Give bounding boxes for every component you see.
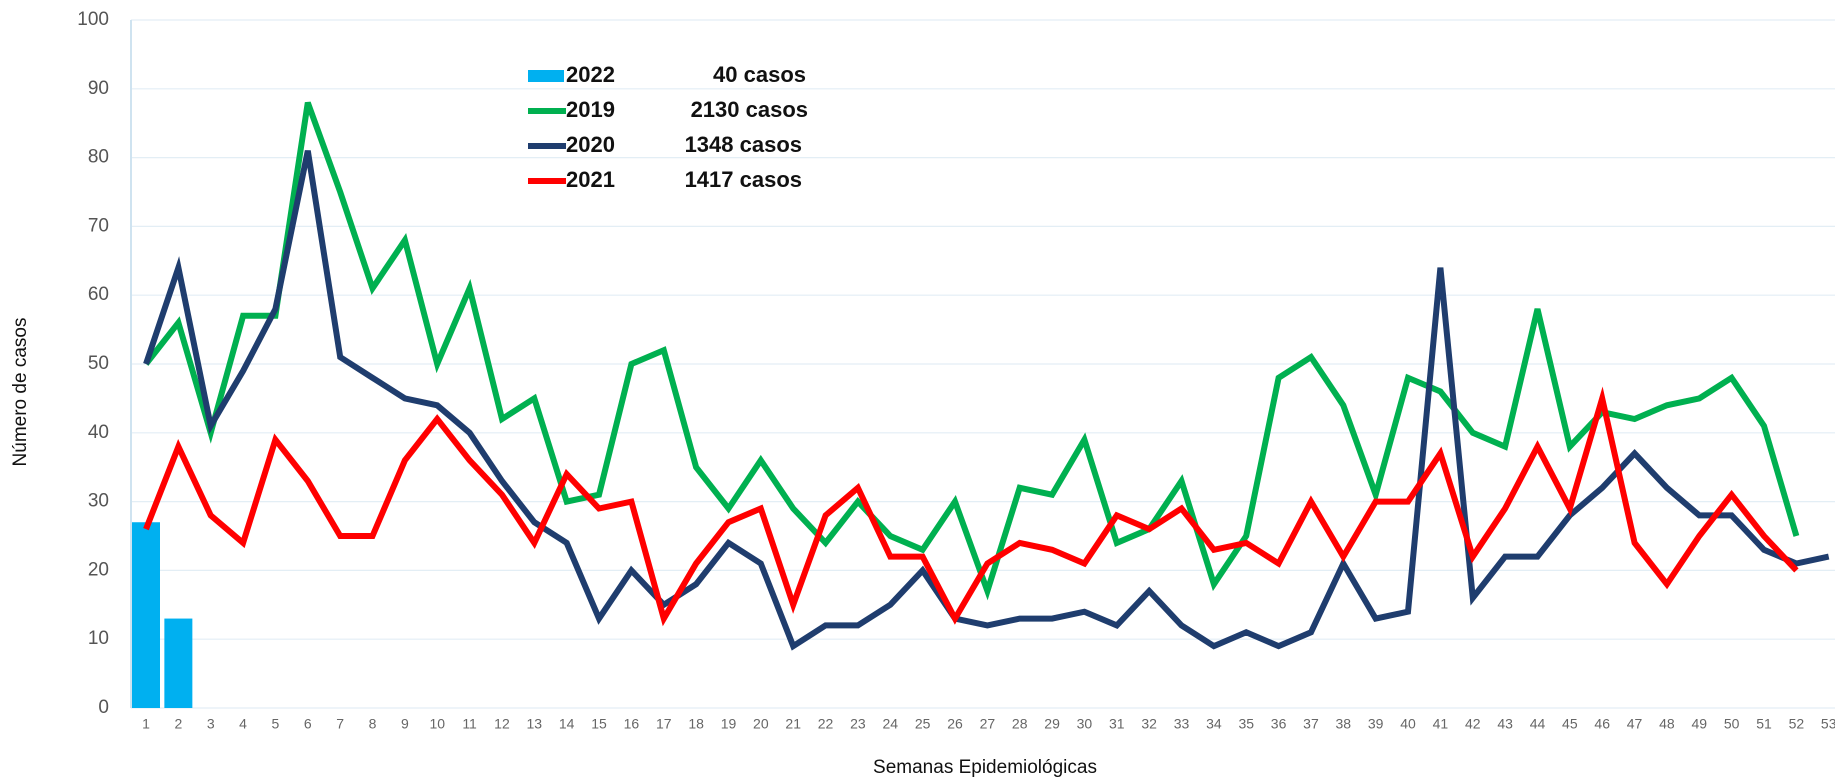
x-tick-label: 20 — [753, 716, 769, 732]
x-tick-label: 6 — [304, 716, 312, 732]
legend-name: 2020 — [566, 132, 615, 157]
x-tick-label: 36 — [1271, 716, 1287, 732]
x-tick-label: 5 — [272, 716, 280, 732]
x-tick-label: 21 — [785, 716, 801, 732]
y-tick-label: 10 — [88, 628, 109, 649]
legend-total: 1348 casos — [685, 132, 802, 157]
y-tick-label: 70 — [88, 215, 109, 236]
x-tick-label: 10 — [429, 716, 445, 732]
x-tick-label: 40 — [1400, 716, 1416, 732]
x-tick-label: 50 — [1724, 716, 1740, 732]
y-tick-label: 100 — [77, 9, 109, 30]
legend-total: 2130 casos — [691, 97, 808, 122]
line-series — [143, 101, 1800, 601]
x-tick-label: 31 — [1109, 716, 1125, 732]
y-tick-label: 50 — [88, 353, 109, 374]
bar — [164, 618, 193, 708]
x-tick-label: 17 — [656, 716, 672, 732]
x-tick-label: 2 — [174, 716, 182, 732]
y-axis-label: Número de casos — [10, 318, 31, 467]
x-tick-label: 22 — [818, 716, 834, 732]
bar — [132, 522, 160, 708]
x-tick-label: 53 — [1821, 716, 1835, 732]
y-tick-label: 80 — [88, 147, 109, 168]
x-tick-label: 38 — [1336, 716, 1352, 732]
x-tick-label: 11 — [462, 716, 477, 732]
x-tick-label: 30 — [1077, 716, 1093, 732]
x-tick-label: 1 — [142, 716, 150, 732]
x-tick-label: 42 — [1465, 716, 1481, 732]
x-tick-label: 51 — [1756, 716, 1772, 732]
x-tick-label: 13 — [527, 716, 543, 732]
x-tick-label: 37 — [1303, 716, 1319, 732]
x-tick-label: 4 — [239, 716, 247, 732]
x-tick-label: 46 — [1594, 716, 1610, 732]
x-tick-label: 29 — [1044, 716, 1060, 732]
x-tick-label: 34 — [1206, 716, 1222, 732]
x-tick-label: 32 — [1141, 716, 1157, 732]
x-tick-label: 7 — [336, 716, 344, 732]
x-tick-label: 43 — [1497, 716, 1513, 732]
legend-name: 2022 — [566, 62, 615, 87]
x-tick-label: 16 — [624, 716, 640, 732]
x-tick-label: 33 — [1174, 716, 1190, 732]
x-axis-label: Semanas Epidemiológicas — [873, 757, 1097, 778]
x-tick-label: 14 — [559, 716, 575, 732]
x-tick-label: 24 — [882, 716, 898, 732]
x-tick-label: 27 — [980, 716, 996, 732]
x-tick-label: 12 — [494, 716, 510, 732]
x-tick-label: 48 — [1659, 716, 1675, 732]
x-tick-label: 35 — [1238, 716, 1254, 732]
legend-swatch — [528, 70, 564, 82]
x-tick-label: 9 — [401, 716, 409, 732]
x-tick-label: 15 — [591, 716, 607, 732]
x-tick-label: 19 — [721, 716, 737, 732]
x-tick-label: 25 — [915, 716, 931, 732]
x-tick-label: 52 — [1789, 716, 1805, 732]
x-tick-label: 39 — [1368, 716, 1384, 732]
x-tick-label: 44 — [1530, 716, 1546, 732]
y-tick-label: 60 — [88, 284, 109, 305]
line-series — [143, 386, 1799, 627]
x-tick-label: 41 — [1433, 716, 1449, 732]
x-tick-label: 3 — [207, 716, 215, 732]
x-tick-label: 26 — [947, 716, 963, 732]
x-tick-label: 49 — [1691, 716, 1707, 732]
x-tick-label: 28 — [1012, 716, 1028, 732]
y-tick-label: 20 — [88, 559, 109, 580]
y-tick-label: 30 — [88, 491, 109, 512]
x-tick-label: 47 — [1627, 716, 1643, 732]
x-tick-label: 23 — [850, 716, 866, 732]
y-tick-label: 90 — [88, 78, 109, 99]
legend-name: 2019 — [566, 97, 615, 122]
y-tick-label: 0 — [98, 697, 109, 718]
legend-total: 40 casos — [713, 62, 806, 87]
legend-name: 2021 — [566, 167, 615, 192]
x-tick-label: 8 — [369, 716, 377, 732]
x-tick-label: 18 — [688, 716, 704, 732]
x-tick-label: 45 — [1562, 716, 1578, 732]
legend-total: 1417 casos — [685, 167, 802, 192]
line-series — [143, 150, 1830, 651]
y-tick-label: 40 — [88, 422, 109, 443]
